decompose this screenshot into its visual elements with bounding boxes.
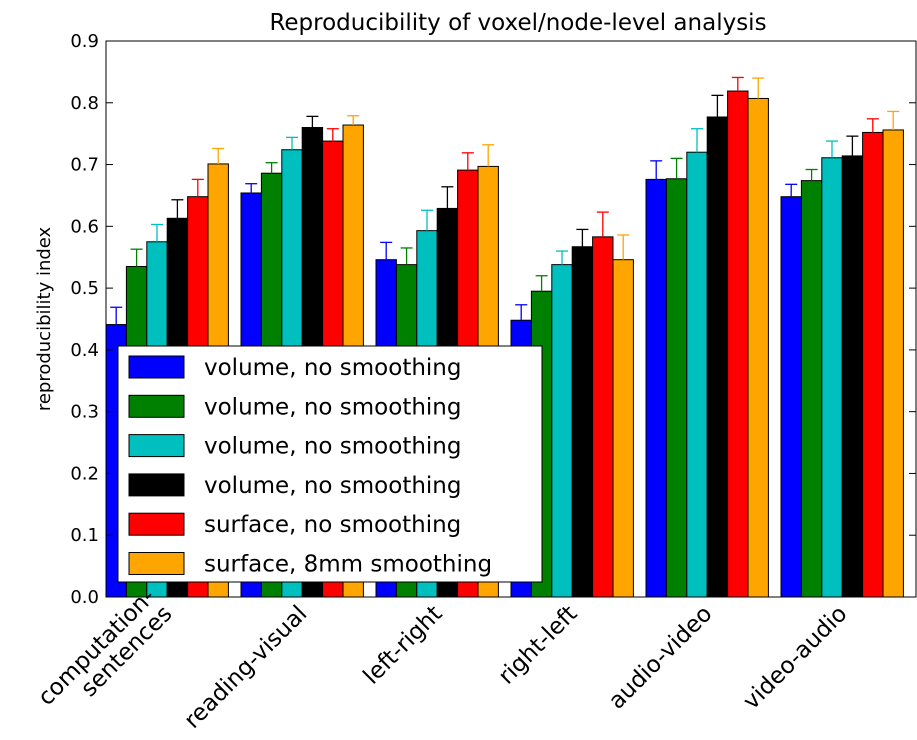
x-tick-label: right-left <box>494 601 583 690</box>
error-bar <box>347 115 360 126</box>
error-bar <box>711 94 724 117</box>
legend-label: volume, no smoothing <box>204 394 461 420</box>
error-bar <box>866 118 879 133</box>
error-bar <box>785 183 798 197</box>
bar <box>800 180 823 598</box>
error-bar <box>887 110 900 130</box>
bar <box>862 131 884 598</box>
error-bar <box>286 136 298 150</box>
legend: volume, no smoothing volume, no smoothing… <box>117 345 543 583</box>
y-tick-label: 0.0 <box>70 587 99 608</box>
bar <box>551 264 573 598</box>
y-tick-label: 0.4 <box>70 340 99 361</box>
error-bar <box>130 248 143 267</box>
y-tick-label: 0.7 <box>70 155 99 176</box>
error-bar <box>421 209 433 231</box>
bar <box>645 178 667 598</box>
y-tick-label: 0.9 <box>70 31 99 52</box>
error-bar <box>265 162 278 174</box>
y-tick-label: 0.6 <box>70 216 99 237</box>
y-tick-label: 0.5 <box>70 278 99 299</box>
error-bar <box>596 211 609 237</box>
x-tick-label: reading-visual <box>179 601 312 734</box>
error-bar <box>326 128 339 142</box>
y-tick-label: 0.1 <box>70 525 99 546</box>
error-bar <box>650 160 663 180</box>
bar <box>686 151 708 598</box>
bar <box>780 196 802 598</box>
error-bar <box>441 186 454 209</box>
error-bar <box>461 152 474 171</box>
y-axis-label: reproducibility index <box>34 226 55 411</box>
legend-label: surface, 8mm smoothing <box>204 552 492 578</box>
bar <box>665 178 688 598</box>
error-bar <box>400 247 413 265</box>
error-bar <box>731 76 744 92</box>
bar <box>592 236 614 598</box>
error-bar <box>110 306 123 325</box>
y-tick-label: 0.2 <box>70 463 99 484</box>
error-bar <box>556 250 568 265</box>
bar <box>571 246 594 598</box>
legend-swatch <box>128 473 185 497</box>
bar <box>727 90 749 598</box>
error-bar <box>670 157 683 179</box>
error-bar <box>535 275 548 292</box>
legend-label: volume, no smoothing <box>204 355 461 381</box>
chart-title: Reproducibility of voxel/node-level anal… <box>269 10 766 36</box>
bar <box>612 259 634 598</box>
legend-label: surface, no smoothing <box>204 512 461 538</box>
bar <box>882 129 904 598</box>
bar <box>821 157 843 598</box>
error-bar <box>171 199 184 219</box>
error-bar <box>826 140 838 158</box>
error-bar <box>306 115 319 128</box>
error-bar <box>380 241 393 260</box>
y-tick-label: 0.3 <box>70 402 99 423</box>
legend-swatch <box>128 394 185 418</box>
legend-label: volume, no smoothing <box>204 473 461 499</box>
bar <box>747 97 769 598</box>
error-bar <box>805 168 818 181</box>
legend-swatch <box>128 552 185 575</box>
error-bar <box>191 178 204 197</box>
legend-swatch <box>128 355 185 379</box>
x-tick-label: audio-video <box>604 601 718 715</box>
legend-label: volume, no smoothing <box>204 434 461 460</box>
error-bar <box>846 135 859 156</box>
error-bar <box>151 223 163 242</box>
x-tick-label: computation-sentences <box>33 584 177 728</box>
legend-swatch <box>128 434 185 458</box>
error-bar <box>515 304 528 321</box>
error-bar <box>752 77 765 99</box>
error-bar <box>617 234 630 260</box>
bar <box>706 116 729 598</box>
x-tick-label: video-audio <box>738 601 852 715</box>
error-bar <box>245 183 258 193</box>
error-bar <box>691 128 703 153</box>
legend-swatch <box>128 512 185 536</box>
error-bar <box>212 147 225 164</box>
legend-box <box>117 345 543 583</box>
error-bar <box>482 144 495 167</box>
x-tick-label: left-right <box>359 601 448 690</box>
y-tick-label: 0.8 <box>70 93 99 114</box>
error-bar <box>576 228 589 247</box>
bar <box>841 155 864 598</box>
plot-frame <box>105 40 917 598</box>
